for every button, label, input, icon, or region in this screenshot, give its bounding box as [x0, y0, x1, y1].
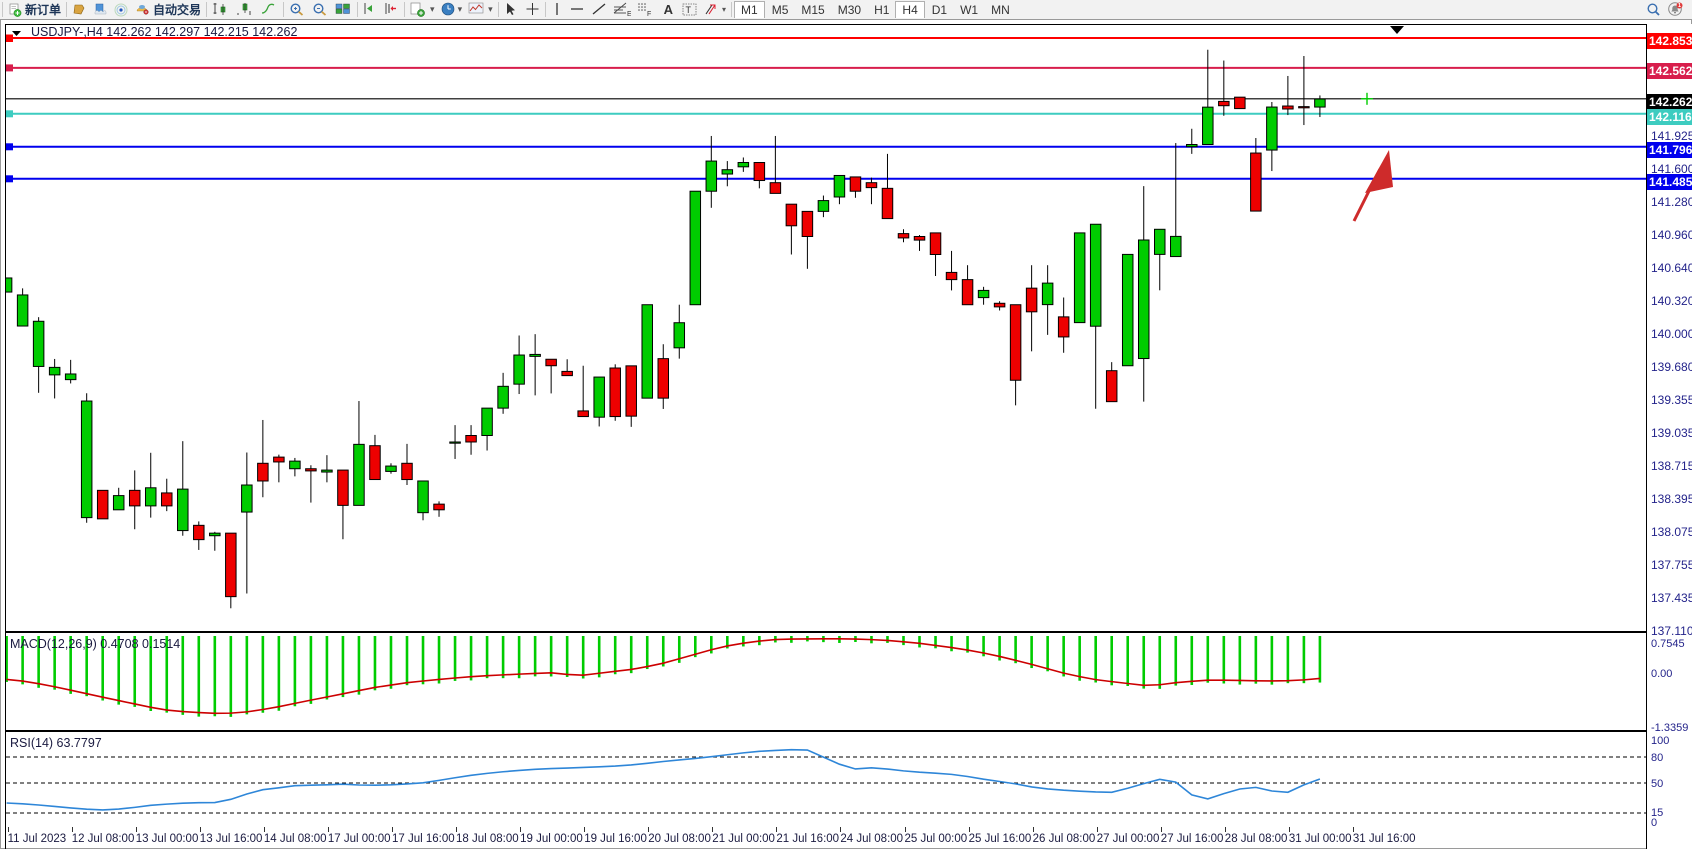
svg-text:E: E: [627, 11, 631, 17]
svg-text:USDJPY-,H4 142.262 142.297 14: USDJPY-,H4 142.262 142.297 142.215 142.2…: [31, 25, 297, 39]
svg-text:F: F: [647, 11, 651, 17]
svg-text:1: 1: [1678, 3, 1681, 9]
svg-text:T: T: [686, 5, 692, 15]
